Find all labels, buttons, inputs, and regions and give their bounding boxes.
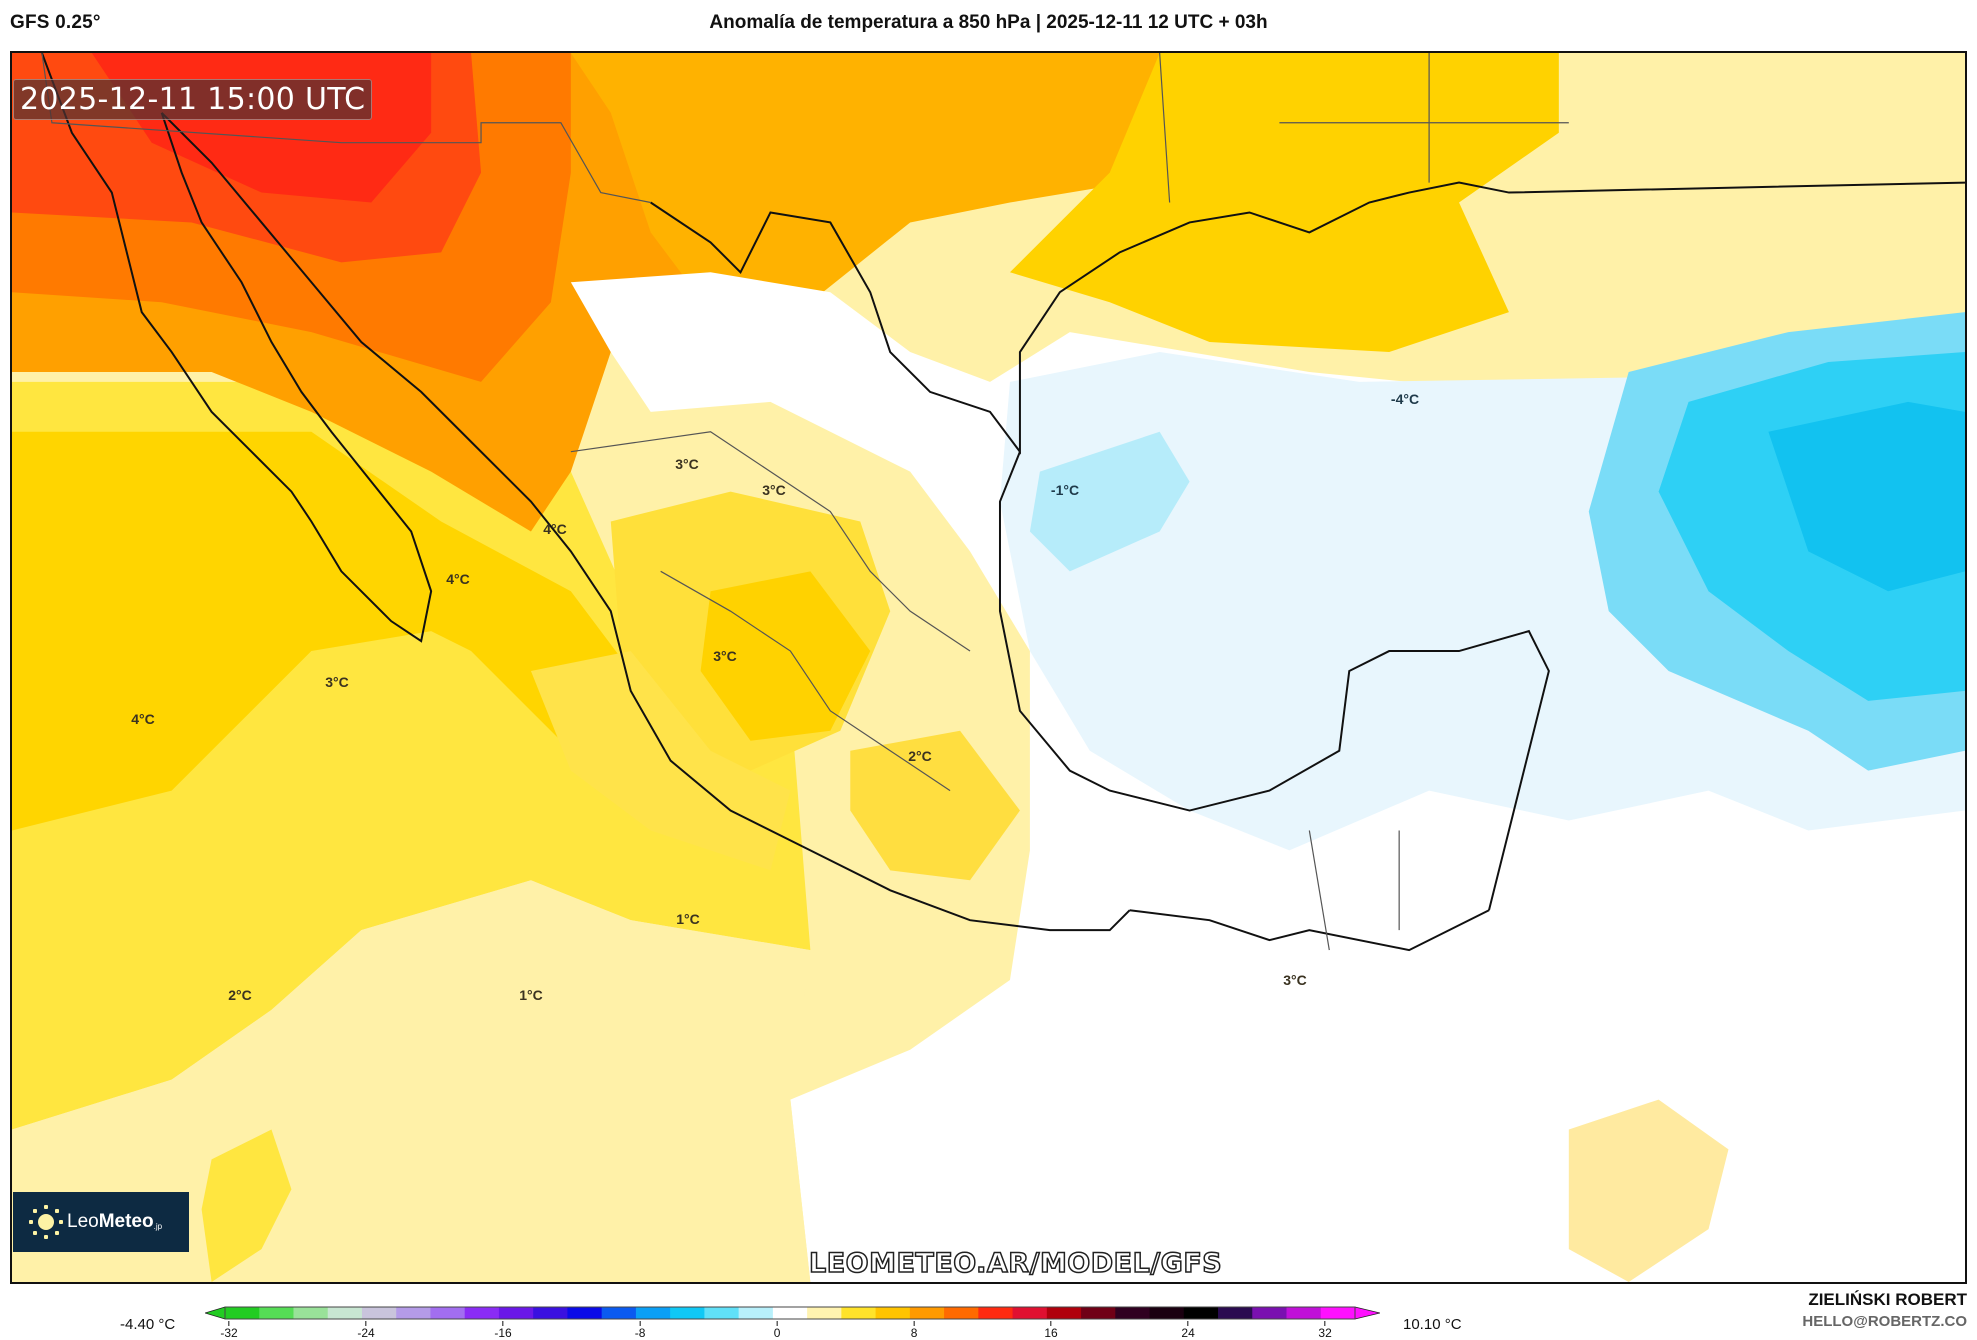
sun-icon [29,1205,63,1239]
contour-label: 2°C [228,987,252,1003]
colorbar-tick-label: 24 [1181,1321,1194,1340]
colorbar-tick-label: -24 [357,1321,374,1340]
contour-label: 3°C [325,674,349,690]
contour-label: -4°C [1390,391,1420,407]
logo-text-meteo: Meteo [98,1211,154,1232]
temperature-anomaly-map [12,53,1965,1282]
colorbar-tick-label: 8 [911,1321,918,1340]
colorbar-ticks: -32 -24 -16 -8 0 8 16 24 32 [205,1321,1380,1340]
contour-label: 1°C [676,911,700,927]
colorbar-tick-label: 16 [1044,1321,1057,1340]
colorbar-gradient [205,1306,1380,1320]
contour-label: 3°C [713,648,737,664]
author-email: HELLO@ROBERTZ.CO [1802,1313,1967,1330]
contour-label: 1°C [519,987,543,1003]
colorbar-tick-label: 32 [1318,1321,1331,1340]
contour-label: 2°C [908,748,932,764]
leometeo-logo: Leo Meteo .jp [13,1192,189,1252]
logo-text-leo: Leo [67,1211,99,1232]
field-max-label: 10.10 °C [1403,1316,1462,1333]
colorbar-tick-label: -16 [494,1321,511,1340]
field-min-label: -4.40 °C [120,1316,176,1333]
logo-text-suffix: .jp [153,1221,163,1231]
model-label: GFS 0.25° [10,12,101,33]
contour-label: 4°C [543,521,567,537]
contour-label: 3°C [762,482,786,498]
chart-title: Anomalía de temperatura a 850 hPa | 2025… [709,12,1268,33]
valid-time-badge: 2025-12-11 15:00 UTC [13,79,373,120]
contour-label: 4°C [446,571,470,587]
author-credit: ZIELIŃSKI ROBERT [1808,1290,1967,1309]
map-panel: 2025-12-11 15:00 UTC 3°C 3°C 4°C 4°C 3°C 3°C 4… [10,51,1967,1284]
contour-label: -1°C [1050,482,1080,498]
source-watermark: LEOMETEO.AR/MODEL/GFS [808,1247,1223,1280]
contour-label: 3°C [675,456,699,472]
contour-label: 4°C [131,711,155,727]
colorbar-tick-label: -32 [220,1321,237,1340]
colorbar [205,1305,1380,1321]
colorbar-tick-label: -8 [635,1321,646,1340]
contour-label: 3°C [1283,972,1307,988]
colorbar-tick-label: 0 [774,1321,781,1340]
